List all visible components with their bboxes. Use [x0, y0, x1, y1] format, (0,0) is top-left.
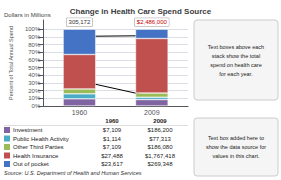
- svg-text:$77,313: $77,313: [149, 136, 171, 142]
- svg-text:2009: 2009: [144, 109, 160, 116]
- svg-text:30%: 30%: [28, 80, 41, 86]
- svg-text:Public Health Activity: Public Health Activity: [13, 136, 69, 142]
- svg-text:$269,348: $269,348: [147, 161, 173, 167]
- svg-text:Text box added here to: Text box added here to: [208, 135, 264, 141]
- svg-text:100%: 100%: [25, 26, 41, 32]
- svg-text:80%: 80%: [28, 42, 41, 48]
- svg-text:for each year.: for each year.: [219, 71, 253, 77]
- svg-text:305,172: 305,172: [69, 19, 91, 25]
- svg-text:$186,080: $186,080: [147, 144, 173, 150]
- svg-text:Out of pocket: Out of pocket: [13, 161, 49, 167]
- svg-text:$7,109: $7,109: [103, 127, 122, 133]
- svg-text:stack show the total: stack show the total: [212, 53, 260, 59]
- svg-text:Change in Health Care Spend So: Change in Health Care Spend Source: [70, 7, 212, 16]
- svg-text:Percent of Total Annual Spend: Percent of Total Annual Spend: [8, 26, 14, 100]
- svg-text:2009: 2009: [153, 118, 167, 124]
- svg-text:Health Insurance: Health Insurance: [13, 153, 59, 159]
- svg-text:$23,617: $23,617: [101, 161, 123, 167]
- svg-text:Investment: Investment: [13, 127, 43, 133]
- svg-text:Source: U.S. Department of Hea: Source: U.S. Department of Health and Hu…: [4, 170, 142, 176]
- svg-text:spend on health care: spend on health care: [210, 62, 261, 68]
- svg-text:$2,486,000: $2,486,000: [137, 19, 168, 25]
- svg-text:Text boxes above each: Text boxes above each: [208, 44, 264, 50]
- svg-text:$186,200: $186,200: [147, 127, 173, 133]
- svg-text:Dollars in Millions: Dollars in Millions: [4, 12, 51, 18]
- svg-text:10%: 10%: [28, 95, 41, 101]
- svg-text:$1,114: $1,114: [103, 136, 122, 142]
- svg-text:50%: 50%: [28, 65, 41, 71]
- svg-text:1960: 1960: [72, 109, 88, 116]
- svg-text:20%: 20%: [28, 88, 41, 94]
- svg-text:$1,767,418: $1,767,418: [145, 153, 176, 159]
- svg-text:40%: 40%: [28, 72, 41, 78]
- svg-text:60%: 60%: [28, 57, 41, 63]
- svg-text:values in this chart.: values in this chart.: [212, 153, 260, 159]
- svg-text:show the data source for: show the data source for: [206, 144, 266, 150]
- svg-text:$7,109: $7,109: [103, 144, 122, 150]
- svg-text:70%: 70%: [28, 49, 41, 55]
- svg-text:0%: 0%: [32, 103, 41, 109]
- svg-text:90%: 90%: [28, 34, 41, 40]
- svg-text:$27,488: $27,488: [101, 153, 123, 159]
- svg-text:1960: 1960: [105, 118, 119, 124]
- svg-text:Other Third Parties: Other Third Parties: [13, 144, 64, 150]
